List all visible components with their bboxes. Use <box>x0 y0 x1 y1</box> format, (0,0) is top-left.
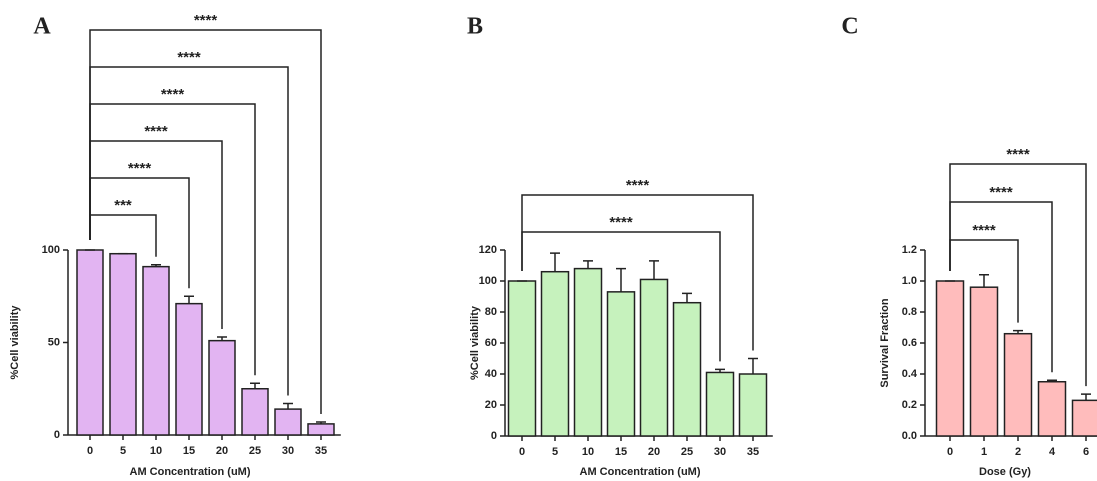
y-tick-label: 0 <box>54 429 60 441</box>
x-tick-label: 6 <box>1083 446 1089 458</box>
x-tick-label: 25 <box>249 445 261 457</box>
bar <box>176 304 202 435</box>
y-tick-label: 0.2 <box>902 399 917 411</box>
x-tick-label: 35 <box>747 446 759 458</box>
y-tick-label: 120 <box>479 244 497 256</box>
error-bar <box>283 404 293 410</box>
bar <box>110 254 136 435</box>
bar <box>674 303 701 436</box>
significance-label: **** <box>609 214 633 231</box>
error-bar <box>616 269 626 292</box>
bar <box>575 269 602 436</box>
bar <box>509 281 536 436</box>
y-tick-label: 100 <box>42 244 60 256</box>
panel-label: C <box>841 14 858 40</box>
y-tick-label: 0.0 <box>902 430 917 442</box>
y-tick-label: 1.2 <box>902 244 917 256</box>
significance-label: *** <box>114 197 132 214</box>
x-tick-label: 1 <box>981 446 987 458</box>
x-axis-title: AM Concentration (uM) <box>130 466 251 478</box>
bar <box>641 279 668 436</box>
x-tick-label: 5 <box>120 445 126 457</box>
significance-label: **** <box>194 12 218 29</box>
significance-label: **** <box>144 123 168 140</box>
y-tick-label: 1.0 <box>902 275 917 287</box>
x-tick-label: 15 <box>183 445 195 457</box>
y-tick-label: 40 <box>485 368 497 380</box>
error-bar <box>649 261 659 280</box>
significance-label: **** <box>161 86 185 103</box>
x-axis-title: AM Concentration (uM) <box>580 466 701 478</box>
x-tick-label: 5 <box>552 446 558 458</box>
bar <box>77 250 103 435</box>
bar <box>1005 334 1032 436</box>
error-bar <box>682 293 692 302</box>
y-axis-title: %Cell viability <box>469 305 481 380</box>
x-tick-label: 0 <box>947 446 953 458</box>
significance-bracket <box>90 178 189 288</box>
bar <box>209 341 235 435</box>
x-tick-label: 4 <box>1049 446 1056 458</box>
y-tick-label: 0 <box>491 430 497 442</box>
bar <box>275 409 301 435</box>
error-bar <box>979 275 989 287</box>
error-bar <box>583 261 593 269</box>
bar <box>608 292 635 436</box>
x-tick-label: 0 <box>87 445 93 457</box>
y-axis-title: %Cell viability <box>9 305 21 380</box>
significance-label: **** <box>989 184 1013 201</box>
x-tick-label: 30 <box>714 446 726 458</box>
bar <box>1039 382 1066 436</box>
bar <box>937 281 964 436</box>
x-tick-label: 15 <box>615 446 627 458</box>
significance-bracket <box>950 202 1052 372</box>
bar <box>707 372 734 436</box>
bar <box>1073 400 1097 436</box>
x-tick-label: 10 <box>582 446 594 458</box>
error-bar <box>250 383 260 389</box>
bar <box>971 287 998 436</box>
panel-label: B <box>467 14 483 40</box>
significance-label: **** <box>177 49 201 66</box>
bar <box>308 424 334 435</box>
bar <box>143 267 169 435</box>
y-tick-label: 50 <box>48 336 60 348</box>
y-tick-label: 60 <box>485 337 497 349</box>
x-tick-label: 20 <box>216 445 228 457</box>
error-bar <box>748 359 758 375</box>
x-tick-label: 2 <box>1015 446 1021 458</box>
x-axis-title: Dose (Gy) <box>979 466 1031 478</box>
x-tick-label: 25 <box>681 446 693 458</box>
error-bar <box>550 253 560 272</box>
y-tick-label: 0.4 <box>902 368 918 380</box>
x-tick-label: 20 <box>648 446 660 458</box>
significance-label: **** <box>972 222 996 239</box>
x-tick-label: 30 <box>282 445 294 457</box>
panel-label: A <box>33 14 51 40</box>
bar <box>242 389 268 435</box>
y-tick-label: 0.6 <box>902 337 917 349</box>
error-bar <box>1081 394 1091 400</box>
y-tick-label: 100 <box>479 275 497 287</box>
y-tick-label: 20 <box>485 399 497 411</box>
y-tick-label: 80 <box>485 306 497 318</box>
figure: A05010005101520253035AM Concentration (u… <box>0 0 1097 481</box>
bar <box>740 374 767 436</box>
significance-label: **** <box>626 177 650 194</box>
significance-label: **** <box>128 160 152 177</box>
x-tick-label: 0 <box>519 446 525 458</box>
bar <box>542 272 569 436</box>
y-axis-title: Survival Fraction <box>879 298 891 388</box>
x-tick-label: 10 <box>150 445 162 457</box>
significance-label: **** <box>1006 146 1030 163</box>
x-tick-label: 35 <box>315 445 327 457</box>
y-tick-label: 0.8 <box>902 306 917 318</box>
error-bar <box>184 296 194 303</box>
